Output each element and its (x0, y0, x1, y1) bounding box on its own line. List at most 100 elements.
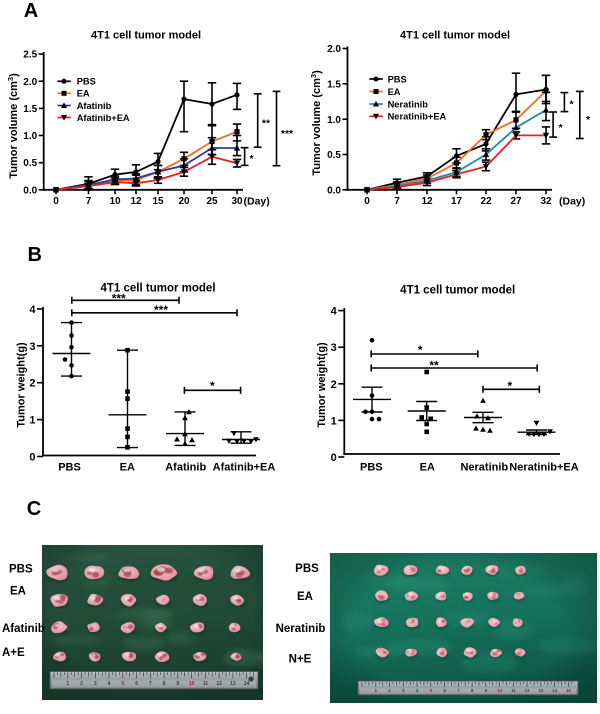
svg-text:**: ** (429, 358, 439, 372)
svg-text:12: 12 (216, 681, 222, 687)
svg-text:A: A (24, 0, 38, 22)
svg-text:6: 6 (135, 681, 138, 687)
svg-text:**: ** (262, 118, 271, 130)
svg-text:1: 1 (331, 415, 337, 427)
svg-text:9: 9 (485, 688, 488, 693)
svg-text:6: 6 (443, 688, 446, 693)
svg-text:B: B (28, 244, 42, 266)
svg-text:12: 12 (525, 688, 530, 693)
svg-text:1: 1 (66, 681, 69, 687)
svg-text:*: * (210, 379, 215, 393)
svg-text:0: 0 (53, 196, 59, 207)
svg-text:2.5: 2.5 (23, 50, 37, 61)
svg-text:1.0: 1.0 (327, 115, 341, 126)
svg-text:5: 5 (121, 681, 124, 687)
svg-text:***: *** (154, 303, 168, 317)
svg-text:PBS: PBS (388, 74, 407, 84)
svg-text:Neratinib: Neratinib (388, 99, 429, 109)
svg-text:EA: EA (10, 586, 26, 598)
svg-text:12: 12 (130, 196, 142, 207)
svg-text:2: 2 (388, 688, 391, 693)
svg-text:4: 4 (29, 304, 36, 316)
svg-text:0: 0 (29, 452, 35, 464)
svg-text:11: 11 (203, 681, 209, 687)
svg-text:0.5: 0.5 (327, 150, 341, 161)
svg-text:4: 4 (416, 688, 419, 693)
svg-text:N+E: N+E (289, 654, 312, 666)
svg-text:7: 7 (457, 688, 460, 693)
svg-text:4T1 cell tumor model: 4T1 cell tumor model (400, 30, 510, 42)
svg-text:***: *** (112, 292, 126, 306)
svg-text:*: * (558, 122, 563, 134)
svg-text:1: 1 (29, 415, 35, 427)
svg-text:15: 15 (152, 196, 164, 207)
svg-text:8: 8 (471, 688, 474, 693)
svg-text:A+E: A+E (2, 647, 25, 659)
svg-text:3: 3 (331, 342, 337, 354)
svg-text:2: 2 (29, 378, 35, 390)
svg-text:14: 14 (552, 688, 557, 693)
svg-text:25: 25 (206, 196, 218, 207)
svg-text:Tumor weight(g): Tumor weight(g) (316, 342, 328, 428)
svg-text:13: 13 (230, 681, 236, 687)
svg-text:3: 3 (402, 688, 405, 693)
svg-text:0: 0 (364, 196, 370, 207)
svg-text:0.0: 0.0 (23, 185, 37, 196)
svg-text:Neratinib: Neratinib (276, 623, 326, 635)
svg-text:Afatinib+EA: Afatinib+EA (77, 113, 130, 123)
svg-text:Afatinib: Afatinib (2, 623, 45, 635)
svg-text:Neratinib+EA: Neratinib+EA (509, 462, 578, 474)
svg-text:5: 5 (430, 688, 433, 693)
svg-text:27: 27 (510, 196, 522, 207)
svg-text:Neratinib: Neratinib (460, 462, 508, 474)
svg-text:Tumor weight(g): Tumor weight(g) (16, 342, 28, 428)
svg-text:(Day): (Day) (559, 195, 585, 207)
svg-text:PBS: PBS (77, 77, 96, 87)
svg-text:2.0: 2.0 (23, 77, 37, 88)
svg-text:2.0: 2.0 (327, 44, 341, 55)
svg-text:4T1 cell tumor model: 4T1 cell tumor model (91, 30, 201, 42)
svg-text:15: 15 (566, 688, 571, 693)
svg-text:C: C (27, 498, 41, 520)
svg-text:4T1 cell tumor model: 4T1 cell tumor model (100, 283, 215, 295)
svg-text:PBS: PBS (58, 462, 81, 474)
svg-text:*: * (249, 153, 254, 165)
svg-text:10: 10 (497, 688, 502, 693)
svg-text:EA: EA (120, 462, 135, 474)
svg-text:EA: EA (388, 87, 401, 97)
svg-text:4T1 cell tumor model: 4T1 cell tumor model (400, 284, 515, 296)
svg-text:1.0: 1.0 (23, 131, 37, 142)
svg-text:1.5: 1.5 (23, 104, 37, 115)
svg-text:4: 4 (331, 306, 338, 318)
svg-text:0.0: 0.0 (327, 185, 341, 196)
svg-text:Tumor volume (cm3): Tumor volume (cm3) (309, 70, 323, 176)
svg-text:20: 20 (178, 196, 190, 207)
svg-text:*: * (418, 343, 423, 357)
svg-text:PBS: PBS (360, 462, 383, 474)
svg-text:Afatinib: Afatinib (77, 101, 112, 111)
svg-text:2: 2 (80, 681, 83, 687)
svg-text:4: 4 (108, 681, 111, 687)
svg-text:32: 32 (540, 196, 552, 207)
svg-text:*: * (586, 114, 591, 126)
svg-text:0: 0 (331, 452, 337, 464)
svg-text:Afatinib: Afatinib (165, 462, 206, 474)
svg-text:*: * (569, 98, 574, 110)
svg-text:EA: EA (420, 462, 435, 474)
svg-text:EA: EA (297, 591, 313, 603)
svg-text:(Day): (Day) (244, 195, 270, 207)
svg-text:EA: EA (77, 89, 90, 99)
svg-text:PBS: PBS (9, 564, 33, 576)
svg-text:11: 11 (511, 688, 516, 693)
svg-text:13: 13 (538, 688, 543, 693)
svg-text:Afatinib+EA: Afatinib+EA (213, 462, 276, 474)
svg-text:9: 9 (176, 681, 179, 687)
svg-text:2: 2 (331, 379, 337, 391)
svg-text:Neratinib+EA: Neratinib+EA (388, 112, 447, 122)
svg-text:7: 7 (149, 681, 152, 687)
svg-text:1: 1 (375, 688, 378, 693)
svg-text:12: 12 (421, 196, 433, 207)
svg-text:1.5: 1.5 (327, 79, 341, 90)
svg-text:8: 8 (163, 681, 166, 687)
svg-text:7: 7 (394, 196, 400, 207)
